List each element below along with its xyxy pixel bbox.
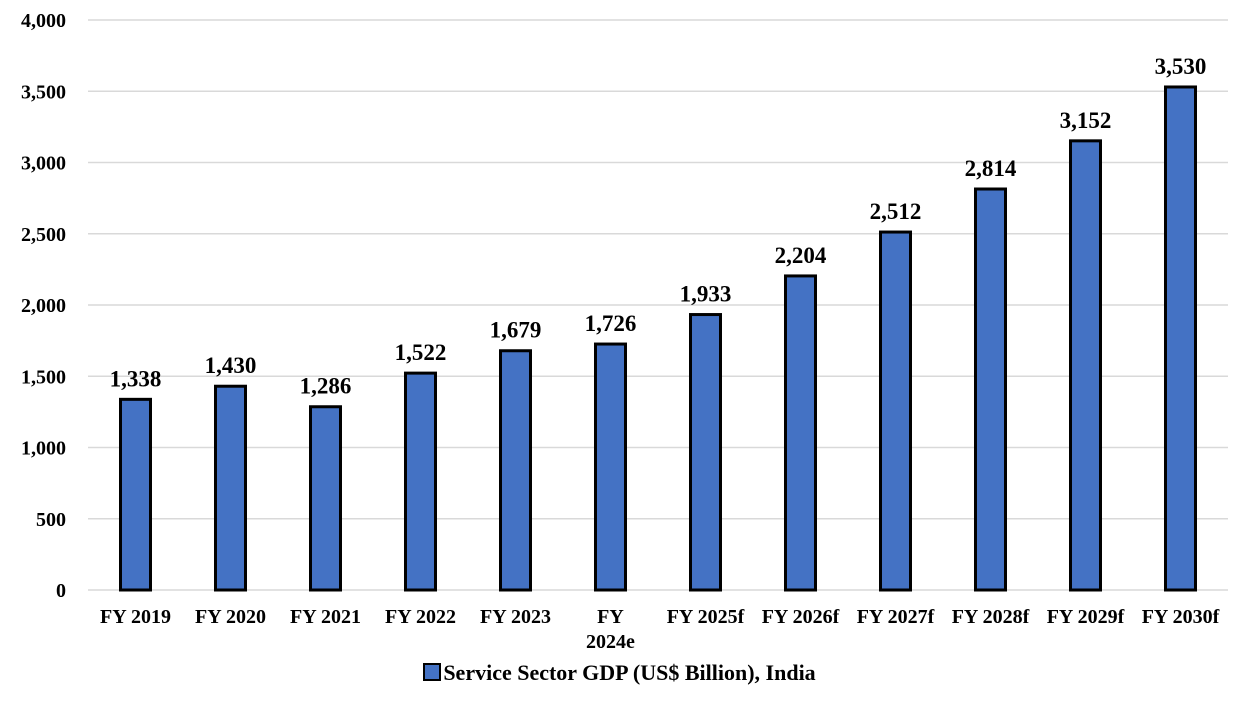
data-label: 1,522 [395,340,447,365]
bar [1164,85,1197,592]
bar [499,349,532,592]
y-tick-label: 3,000 [21,153,66,175]
bar [214,384,247,592]
x-axis-tick-labels: FY 2019 FY 2020 FY 2021 FY 2022 FY 2023 FY 202… [100,606,1220,653]
data-label: 1,726 [585,311,637,336]
y-tick-label: 4,000 [21,10,66,32]
data-label: 2,814 [965,156,1017,181]
data-label: 1,679 [490,318,542,343]
data-label: 1,933 [680,282,732,307]
data-labels: 1,338 1,430 1,286 1,522 1,679 1,726 1,933 2,204… [110,54,1207,399]
legend: Service Sector GDP (US$ Billion), India [0,660,1239,686]
y-tick-label: 500 [36,509,66,531]
bar [1069,139,1102,592]
x-tick-label: FY 2025f [667,606,745,628]
x-tick-label: FY 2029f [1047,606,1125,628]
y-tick-label: 1,000 [21,438,66,460]
bar [974,187,1007,592]
data-label: 1,430 [205,353,257,378]
bar [404,371,437,592]
data-label: 3,530 [1155,54,1207,79]
x-tick-label: FY 2030f [1142,606,1220,628]
x-tick-label: FY 2027f [857,606,935,628]
y-tick-label: 0 [56,580,66,602]
data-label: 2,512 [870,199,922,224]
x-tick-label: FY 2022 [385,606,456,628]
gridlines [88,19,1228,591]
bar [784,274,817,592]
y-axis-tick-labels: 0 500 1,000 1,500 2,000 2,500 3,000 3,500 4,000 [21,10,66,602]
legend-label: Service Sector GDP (US$ Billion), India [443,660,816,685]
x-tick-label: FY 2020 [195,606,266,628]
x-tick-label: FY 2028f [952,606,1030,628]
x-tick-label: FY 2026f [762,606,840,628]
x-tick-label: FY [597,606,624,628]
x-tick-label: FY 2023 [480,606,551,628]
data-label: 2,204 [775,243,827,268]
legend-swatch [423,663,442,681]
data-label: 1,338 [110,366,162,391]
y-tick-label: 1,500 [21,366,66,388]
x-tick-label: FY 2019 [100,606,171,628]
bar [309,405,342,592]
y-tick-label: 3,500 [21,81,66,103]
bar [594,342,627,592]
bar [689,313,722,592]
bars [119,85,1197,592]
data-label: 1,286 [300,374,352,399]
y-tick-label: 2,000 [21,295,66,317]
x-tick-label: FY 2021 [290,606,361,628]
bar [119,397,152,592]
y-tick-label: 2,500 [21,224,66,246]
x-tick-label: 2024e [586,631,635,653]
data-label: 3,152 [1060,108,1112,133]
bar [879,230,912,592]
